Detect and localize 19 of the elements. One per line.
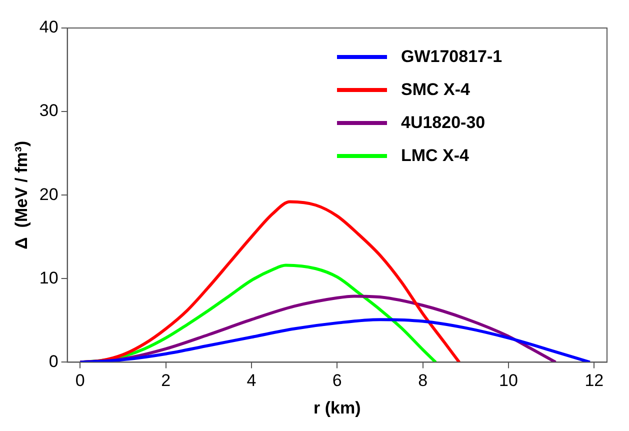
legend-label: SMC X-4: [401, 80, 470, 100]
y-tick-label: 40: [39, 18, 58, 37]
x-tick-label: 4: [246, 371, 256, 390]
x-tick-label: 6: [332, 371, 342, 390]
legend-label: GW170817-1: [401, 46, 502, 66]
y-axis-title: Δ (MeV / fm³): [12, 140, 31, 250]
line-series: [78, 318, 592, 362]
x-tick-label: 10: [499, 371, 518, 390]
y-tick-label: 10: [39, 268, 58, 288]
y-tick-label: 30: [39, 101, 58, 120]
legend-label: LMC X-4: [401, 146, 469, 166]
x-tick-label: 8: [418, 371, 428, 390]
x-tick-label: 2: [161, 371, 171, 390]
legend-label: 4U1820-30: [401, 112, 486, 132]
x-tick-label: 0: [75, 371, 85, 390]
x-tick-label: 12: [584, 371, 604, 390]
x-axis-title: r (km): [314, 398, 361, 418]
y-tick-label: 20: [39, 184, 58, 204]
y-tick-label: 0: [48, 352, 58, 371]
